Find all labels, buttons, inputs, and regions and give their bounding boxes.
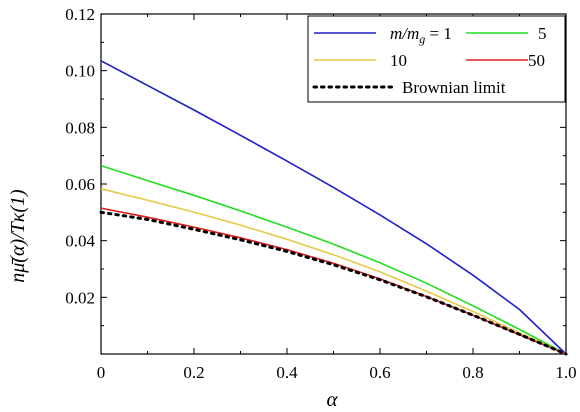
legend-label: 5 xyxy=(538,24,547,43)
y-tick-label: 0.02 xyxy=(65,288,95,307)
series-line-50 xyxy=(100,207,567,355)
y-tick-label: 0.04 xyxy=(65,232,95,251)
series-line-10 xyxy=(100,188,567,355)
legend-label: 50 xyxy=(528,51,545,70)
series-line-5 xyxy=(100,164,567,355)
y-tick-label: 0.08 xyxy=(65,118,95,137)
x-tick-label: 0.2 xyxy=(183,363,204,382)
y-tick-label: 0.10 xyxy=(65,62,95,81)
x-tick-label: 0.8 xyxy=(462,363,483,382)
x-axis-label: α xyxy=(326,387,338,411)
x-tick-label: 0.6 xyxy=(369,363,390,382)
series-line-brownian-limit xyxy=(99,210,568,356)
legend: m/mg = 1 5 10 50 Brownian limit xyxy=(307,15,566,103)
series-layer xyxy=(99,60,568,356)
legend-label: 10 xyxy=(390,51,407,70)
x-tick-label: 0.4 xyxy=(276,363,298,382)
y-tick-label: 0.12 xyxy=(65,5,95,24)
series-line-1 xyxy=(100,60,567,355)
legend-label: m/mg = 1 xyxy=(390,24,452,46)
legend-label: Brownian limit xyxy=(402,78,506,97)
x-tick-label: 0 xyxy=(97,363,106,382)
x-tick-label: 1.0 xyxy=(555,363,576,382)
y-axis-label: nμ̄(α)/Tκ(1) xyxy=(7,189,29,283)
y-tick-label: 0.06 xyxy=(65,175,95,194)
y-axis-ticks: 0.02 0.04 0.06 0.08 0.10 0.12 xyxy=(65,5,566,327)
